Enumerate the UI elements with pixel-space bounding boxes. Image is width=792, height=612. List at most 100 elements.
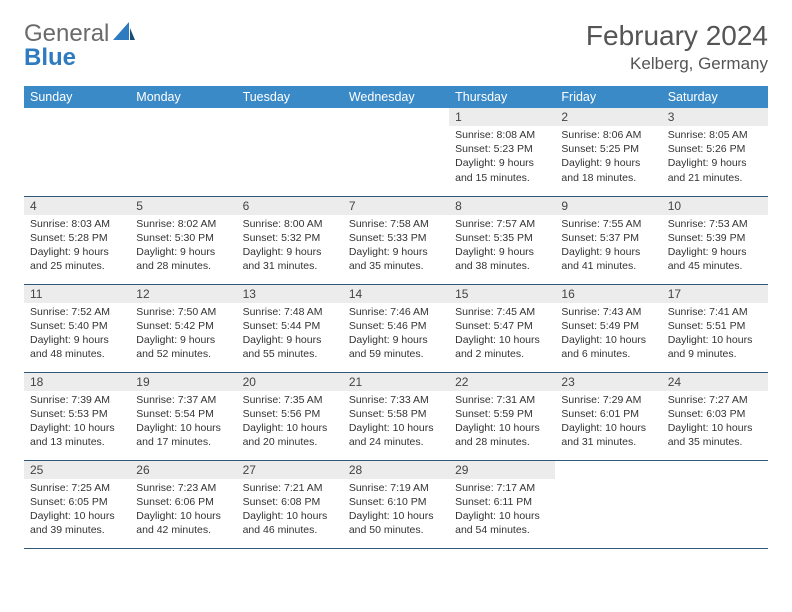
- calendar-empty-cell: [555, 460, 661, 548]
- calendar-empty-cell: [662, 460, 768, 548]
- calendar-empty-cell: [343, 108, 449, 196]
- calendar-day-cell: 28Sunrise: 7:19 AMSunset: 6:10 PMDayligh…: [343, 460, 449, 548]
- day-number: 27: [237, 461, 343, 479]
- day-detail: Sunrise: 7:39 AMSunset: 5:53 PMDaylight:…: [24, 391, 130, 454]
- day-number: 1: [449, 108, 555, 126]
- day-number: 4: [24, 197, 130, 215]
- calendar-day-cell: 18Sunrise: 7:39 AMSunset: 5:53 PMDayligh…: [24, 372, 130, 460]
- header: General February 2024 Kelberg, Germany: [24, 20, 768, 74]
- calendar-day-cell: 1Sunrise: 8:08 AMSunset: 5:23 PMDaylight…: [449, 108, 555, 196]
- calendar-day-cell: 21Sunrise: 7:33 AMSunset: 5:58 PMDayligh…: [343, 372, 449, 460]
- day-header: Sunday: [24, 86, 130, 108]
- day-number: 19: [130, 373, 236, 391]
- calendar-table: SundayMondayTuesdayWednesdayThursdayFrid…: [24, 86, 768, 549]
- calendar-empty-cell: [24, 108, 130, 196]
- day-detail: Sunrise: 8:08 AMSunset: 5:23 PMDaylight:…: [449, 126, 555, 189]
- day-detail: Sunrise: 7:37 AMSunset: 5:54 PMDaylight:…: [130, 391, 236, 454]
- day-number: 2: [555, 108, 661, 126]
- calendar-day-cell: 5Sunrise: 8:02 AMSunset: 5:30 PMDaylight…: [130, 196, 236, 284]
- day-number: 16: [555, 285, 661, 303]
- day-header: Tuesday: [237, 86, 343, 108]
- day-number: 7: [343, 197, 449, 215]
- day-detail: Sunrise: 8:06 AMSunset: 5:25 PMDaylight:…: [555, 126, 661, 189]
- logo-text-blue: Blue: [24, 44, 76, 71]
- calendar-day-cell: 13Sunrise: 7:48 AMSunset: 5:44 PMDayligh…: [237, 284, 343, 372]
- day-detail: Sunrise: 7:41 AMSunset: 5:51 PMDaylight:…: [662, 303, 768, 366]
- day-number: 15: [449, 285, 555, 303]
- day-number: 28: [343, 461, 449, 479]
- calendar-day-cell: 16Sunrise: 7:43 AMSunset: 5:49 PMDayligh…: [555, 284, 661, 372]
- day-number: 25: [24, 461, 130, 479]
- day-number: 17: [662, 285, 768, 303]
- day-number: 20: [237, 373, 343, 391]
- calendar-day-cell: 20Sunrise: 7:35 AMSunset: 5:56 PMDayligh…: [237, 372, 343, 460]
- day-detail: Sunrise: 7:25 AMSunset: 6:05 PMDaylight:…: [24, 479, 130, 542]
- calendar-day-cell: 27Sunrise: 7:21 AMSunset: 6:08 PMDayligh…: [237, 460, 343, 548]
- day-number: 14: [343, 285, 449, 303]
- day-detail: Sunrise: 7:57 AMSunset: 5:35 PMDaylight:…: [449, 215, 555, 278]
- calendar-day-cell: 2Sunrise: 8:06 AMSunset: 5:25 PMDaylight…: [555, 108, 661, 196]
- calendar-day-cell: 4Sunrise: 8:03 AMSunset: 5:28 PMDaylight…: [24, 196, 130, 284]
- day-number: 8: [449, 197, 555, 215]
- day-detail: Sunrise: 7:58 AMSunset: 5:33 PMDaylight:…: [343, 215, 449, 278]
- day-header: Friday: [555, 86, 661, 108]
- day-detail: Sunrise: 7:27 AMSunset: 6:03 PMDaylight:…: [662, 391, 768, 454]
- day-detail: Sunrise: 7:19 AMSunset: 6:10 PMDaylight:…: [343, 479, 449, 542]
- calendar-header-row: SundayMondayTuesdayWednesdayThursdayFrid…: [24, 86, 768, 108]
- day-number: 26: [130, 461, 236, 479]
- day-detail: Sunrise: 7:35 AMSunset: 5:56 PMDaylight:…: [237, 391, 343, 454]
- day-detail: Sunrise: 7:46 AMSunset: 5:46 PMDaylight:…: [343, 303, 449, 366]
- day-detail: Sunrise: 7:43 AMSunset: 5:49 PMDaylight:…: [555, 303, 661, 366]
- day-detail: Sunrise: 7:52 AMSunset: 5:40 PMDaylight:…: [24, 303, 130, 366]
- day-header: Thursday: [449, 86, 555, 108]
- day-detail: Sunrise: 7:55 AMSunset: 5:37 PMDaylight:…: [555, 215, 661, 278]
- day-detail: Sunrise: 8:02 AMSunset: 5:30 PMDaylight:…: [130, 215, 236, 278]
- day-header: Wednesday: [343, 86, 449, 108]
- calendar-day-cell: 25Sunrise: 7:25 AMSunset: 6:05 PMDayligh…: [24, 460, 130, 548]
- calendar-day-cell: 19Sunrise: 7:37 AMSunset: 5:54 PMDayligh…: [130, 372, 236, 460]
- calendar-day-cell: 10Sunrise: 7:53 AMSunset: 5:39 PMDayligh…: [662, 196, 768, 284]
- calendar-day-cell: 24Sunrise: 7:27 AMSunset: 6:03 PMDayligh…: [662, 372, 768, 460]
- calendar-day-cell: 3Sunrise: 8:05 AMSunset: 5:26 PMDaylight…: [662, 108, 768, 196]
- location: Kelberg, Germany: [586, 54, 768, 74]
- calendar-empty-cell: [130, 108, 236, 196]
- month-title: February 2024: [586, 20, 768, 52]
- calendar-day-cell: 6Sunrise: 8:00 AMSunset: 5:32 PMDaylight…: [237, 196, 343, 284]
- calendar-day-cell: 12Sunrise: 7:50 AMSunset: 5:42 PMDayligh…: [130, 284, 236, 372]
- day-detail: Sunrise: 7:21 AMSunset: 6:08 PMDaylight:…: [237, 479, 343, 542]
- calendar-day-cell: 17Sunrise: 7:41 AMSunset: 5:51 PMDayligh…: [662, 284, 768, 372]
- day-number: 24: [662, 373, 768, 391]
- day-header: Monday: [130, 86, 236, 108]
- day-detail: Sunrise: 7:33 AMSunset: 5:58 PMDaylight:…: [343, 391, 449, 454]
- calendar-day-cell: 29Sunrise: 7:17 AMSunset: 6:11 PMDayligh…: [449, 460, 555, 548]
- day-number: 3: [662, 108, 768, 126]
- calendar-day-cell: 15Sunrise: 7:45 AMSunset: 5:47 PMDayligh…: [449, 284, 555, 372]
- calendar-empty-cell: [237, 108, 343, 196]
- day-number: 18: [24, 373, 130, 391]
- calendar-day-cell: 23Sunrise: 7:29 AMSunset: 6:01 PMDayligh…: [555, 372, 661, 460]
- day-number: 5: [130, 197, 236, 215]
- calendar-week-row: 1Sunrise: 8:08 AMSunset: 5:23 PMDaylight…: [24, 108, 768, 196]
- calendar-day-cell: 14Sunrise: 7:46 AMSunset: 5:46 PMDayligh…: [343, 284, 449, 372]
- calendar-week-row: 18Sunrise: 7:39 AMSunset: 5:53 PMDayligh…: [24, 372, 768, 460]
- calendar-week-row: 25Sunrise: 7:25 AMSunset: 6:05 PMDayligh…: [24, 460, 768, 548]
- day-number: 11: [24, 285, 130, 303]
- calendar-body: 1Sunrise: 8:08 AMSunset: 5:23 PMDaylight…: [24, 108, 768, 548]
- calendar-day-cell: 11Sunrise: 7:52 AMSunset: 5:40 PMDayligh…: [24, 284, 130, 372]
- day-detail: Sunrise: 7:23 AMSunset: 6:06 PMDaylight:…: [130, 479, 236, 542]
- day-detail: Sunrise: 7:53 AMSunset: 5:39 PMDaylight:…: [662, 215, 768, 278]
- day-header: Saturday: [662, 86, 768, 108]
- day-number: 12: [130, 285, 236, 303]
- day-detail: Sunrise: 7:29 AMSunset: 6:01 PMDaylight:…: [555, 391, 661, 454]
- day-detail: Sunrise: 7:50 AMSunset: 5:42 PMDaylight:…: [130, 303, 236, 366]
- day-detail: Sunrise: 7:45 AMSunset: 5:47 PMDaylight:…: [449, 303, 555, 366]
- day-detail: Sunrise: 7:17 AMSunset: 6:11 PMDaylight:…: [449, 479, 555, 542]
- day-number: 29: [449, 461, 555, 479]
- logo-sail-icon: [113, 22, 135, 47]
- day-detail: Sunrise: 8:05 AMSunset: 5:26 PMDaylight:…: [662, 126, 768, 189]
- calendar-day-cell: 7Sunrise: 7:58 AMSunset: 5:33 PMDaylight…: [343, 196, 449, 284]
- day-number: 22: [449, 373, 555, 391]
- day-number: 21: [343, 373, 449, 391]
- day-detail: Sunrise: 8:03 AMSunset: 5:28 PMDaylight:…: [24, 215, 130, 278]
- day-number: 10: [662, 197, 768, 215]
